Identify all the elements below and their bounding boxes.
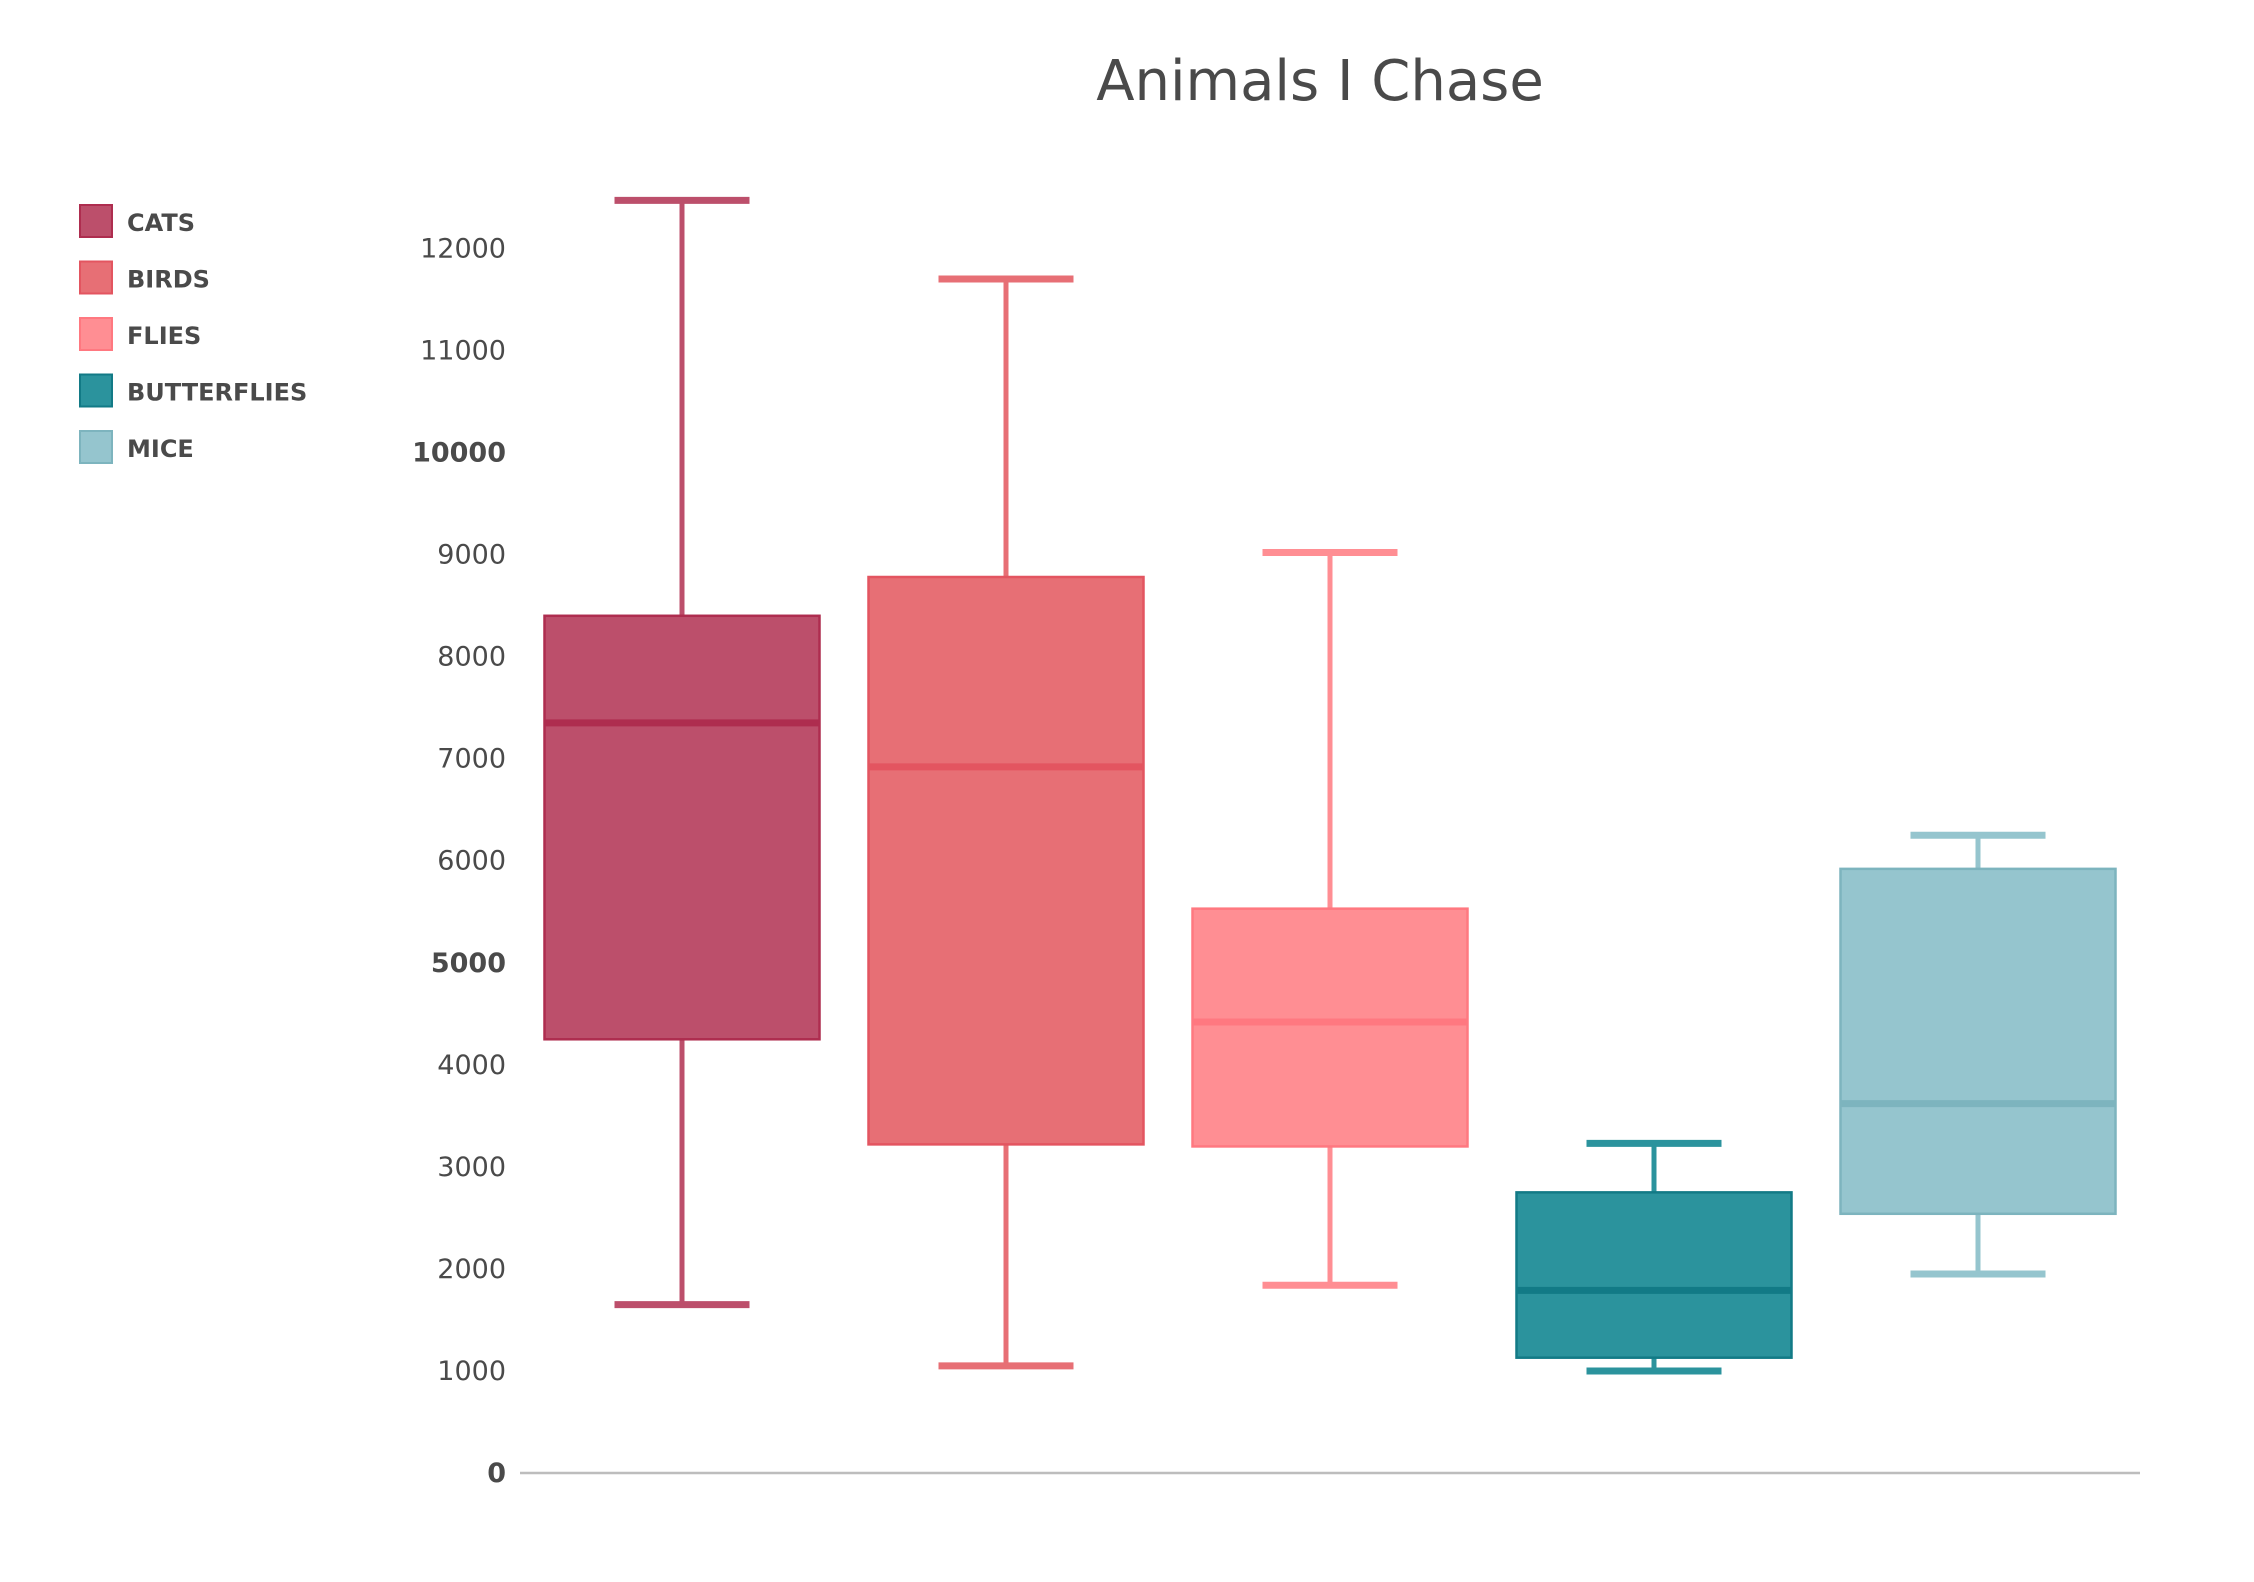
y-tick-label: 6000 [437,846,506,877]
legend-item: BIRDS [79,260,210,295]
box-body [1191,907,1469,1148]
legend-swatch [79,260,113,295]
y-tick-label: 7000 [437,744,506,775]
box-birds [867,275,1145,1370]
legend: CATS BIRDS FLIES BUTTERFLIES MICE [79,204,307,464]
legend-label: BIRDS [127,266,210,294]
chart-title: Animals I Chase [1096,49,1544,114]
y-tick-label: 2000 [437,1254,506,1285]
y-tick-label: 10000 [412,438,506,469]
y-tick-label: 12000 [420,233,506,264]
y-tick-label: 5000 [431,948,506,979]
legend-label: CATS [127,209,195,237]
legend-label: BUTTERFLIES [127,379,307,407]
legend-label: FLIES [127,322,201,350]
y-axis: 0 1000 2000 3000 4000 5000 6000 7000 8000 9000 100… [412,233,506,1489]
y-tick-label: 4000 [437,1050,506,1081]
box-flies [1191,549,1469,1289]
box-cats [543,196,821,1309]
y-tick-label: 9000 [437,540,506,571]
y-tick-label: 3000 [437,1152,506,1183]
y-tick-label: 0 [487,1458,506,1489]
legend-swatch [79,373,113,408]
box-butterflies [1515,1139,1793,1375]
y-tick-label: 1000 [437,1356,506,1387]
box-body [1839,867,2117,1216]
box-body [867,575,1145,1146]
box-body [1515,1191,1793,1359]
box-mice [1839,831,2117,1278]
legend-swatch [79,430,113,464]
legend-item: FLIES [79,317,201,351]
legend-item: MICE [79,430,194,464]
y-tick-label: 11000 [420,335,506,366]
legend-item: CATS [79,204,195,238]
legend-swatch [79,204,113,238]
box-body [543,614,821,1041]
plot-area [543,196,2117,1375]
y-tick-label: 8000 [437,642,506,673]
legend-swatch [79,317,113,351]
legend-item: BUTTERFLIES [79,373,307,408]
legend-label: MICE [127,435,194,463]
